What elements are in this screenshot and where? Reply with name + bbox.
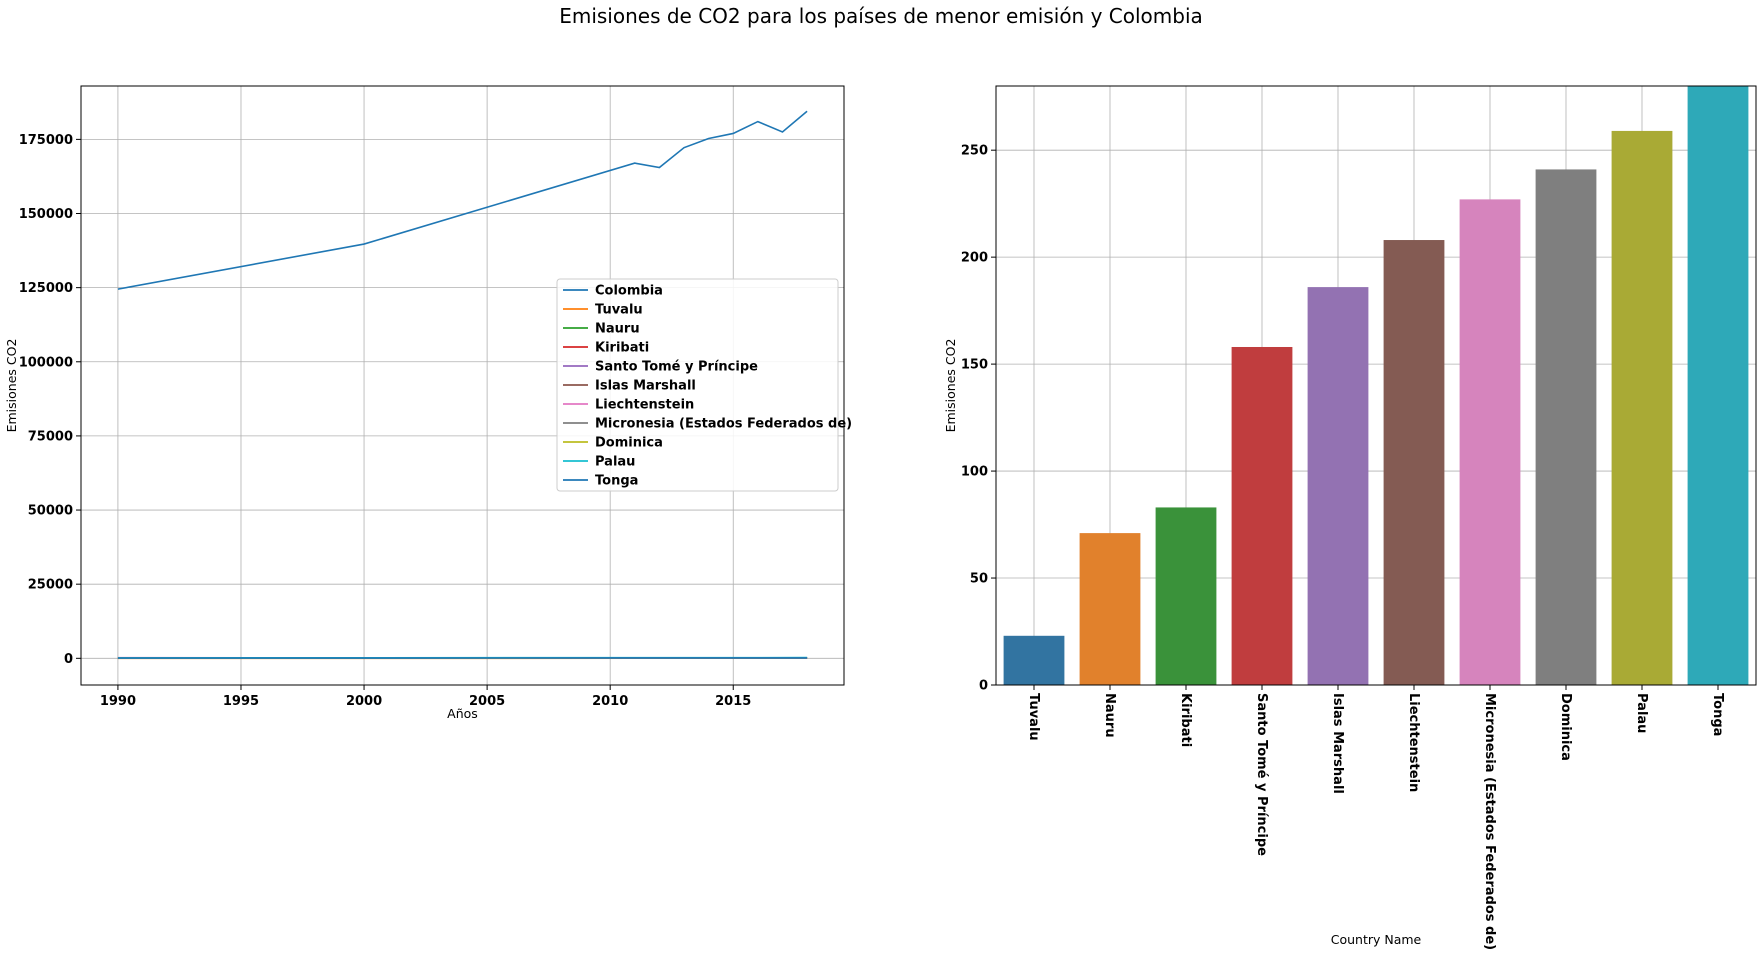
legend-label: Islas Marshall: [595, 379, 696, 394]
x-tick-label: Nauru: [1102, 693, 1117, 738]
legend-label: Nauru: [595, 322, 640, 337]
plot-frame: [80, 85, 845, 686]
y-tick-label: 0: [979, 679, 988, 694]
legend-label: Tuvalu: [595, 303, 643, 318]
legend-label: Palau: [595, 455, 635, 470]
y-tick-label: 175000: [19, 133, 73, 148]
x-tick-label: Palau: [1634, 693, 1649, 733]
bar-tonga: [1687, 86, 1749, 685]
y-tick-label: 200: [961, 251, 988, 266]
x-tick-label: 2015: [715, 694, 751, 709]
bar-islas-marshall: [1307, 287, 1369, 685]
x-axis-label: Country Name: [1331, 932, 1422, 947]
bar-micronesia-estados-federados-de-: [1459, 199, 1521, 685]
legend-box: [556, 278, 839, 492]
y-tick-label: 0: [64, 652, 73, 667]
bar-liechtenstein: [1383, 240, 1445, 685]
y-tick-label: 75000: [28, 429, 73, 444]
plot-frame: [995, 85, 1757, 686]
x-tick-label: Micronesia (Estados Federados de): [1482, 693, 1497, 950]
x-tick-label: Kiribati: [1178, 693, 1193, 747]
figure-title: Emisiones de CO2 para los países de meno…: [559, 4, 1203, 28]
y-axis-label: Emisiones CO2: [4, 339, 19, 433]
bar-palau: [1611, 130, 1673, 686]
y-tick-label: 50: [970, 572, 988, 587]
y-tick-label: 150000: [19, 207, 73, 222]
y-tick-label: 50000: [28, 504, 73, 519]
bar-dominica: [1535, 169, 1597, 686]
bar-nauru: [1079, 533, 1141, 685]
bar-santo-tom-y-pr-ncipe: [1231, 346, 1293, 685]
y-tick-label: 150: [961, 358, 988, 373]
y-tick-label: 25000: [28, 578, 73, 593]
x-tick-label: Tonga: [1710, 693, 1725, 736]
x-tick-label: Liechtenstein: [1406, 693, 1421, 792]
x-tick-label: Santo Tomé y Príncipe: [1254, 693, 1269, 856]
series-line-colombia: [117, 110, 808, 290]
y-axis-label: Emisiones CO2: [943, 339, 958, 433]
x-tick-label: 1990: [100, 694, 136, 709]
legend-label: Santo Tomé y Príncipe: [595, 360, 758, 375]
x-tick-label: 2010: [592, 694, 628, 709]
bar-chart: Tuvalu Nauru Kiribati Santo Tomé y Príncipe…: [943, 85, 1757, 950]
x-tick-label: 2000: [346, 694, 382, 709]
line-chart: 1990 1995 2000 2005 2010 2015 0 25000 50000 75000…: [4, 85, 852, 721]
x-tick-label: 2005: [469, 694, 505, 709]
x-tick-label: Islas Marshall: [1330, 693, 1345, 794]
legend-label: Micronesia (Estados Federados de): [595, 417, 852, 432]
legend-label: Kiribati: [595, 341, 649, 356]
y-tick-label: 100: [961, 465, 988, 480]
y-tick-label: 125000: [19, 281, 73, 296]
bar-kiribati: [1155, 507, 1217, 685]
legend-label: Colombia: [595, 284, 663, 299]
bar-tuvalu: [1003, 635, 1065, 685]
legend-label: Tonga: [595, 474, 638, 489]
x-tick-label: 1995: [223, 694, 259, 709]
legend-label: Liechtenstein: [595, 398, 694, 413]
y-tick-label: 250: [961, 144, 988, 159]
x-tick-label: Dominica: [1558, 693, 1573, 761]
legend-label: Dominica: [595, 436, 663, 451]
y-tick-label: 100000: [19, 355, 73, 370]
x-tick-label: Tuvalu: [1026, 693, 1041, 741]
x-axis-label: Años: [447, 706, 478, 721]
